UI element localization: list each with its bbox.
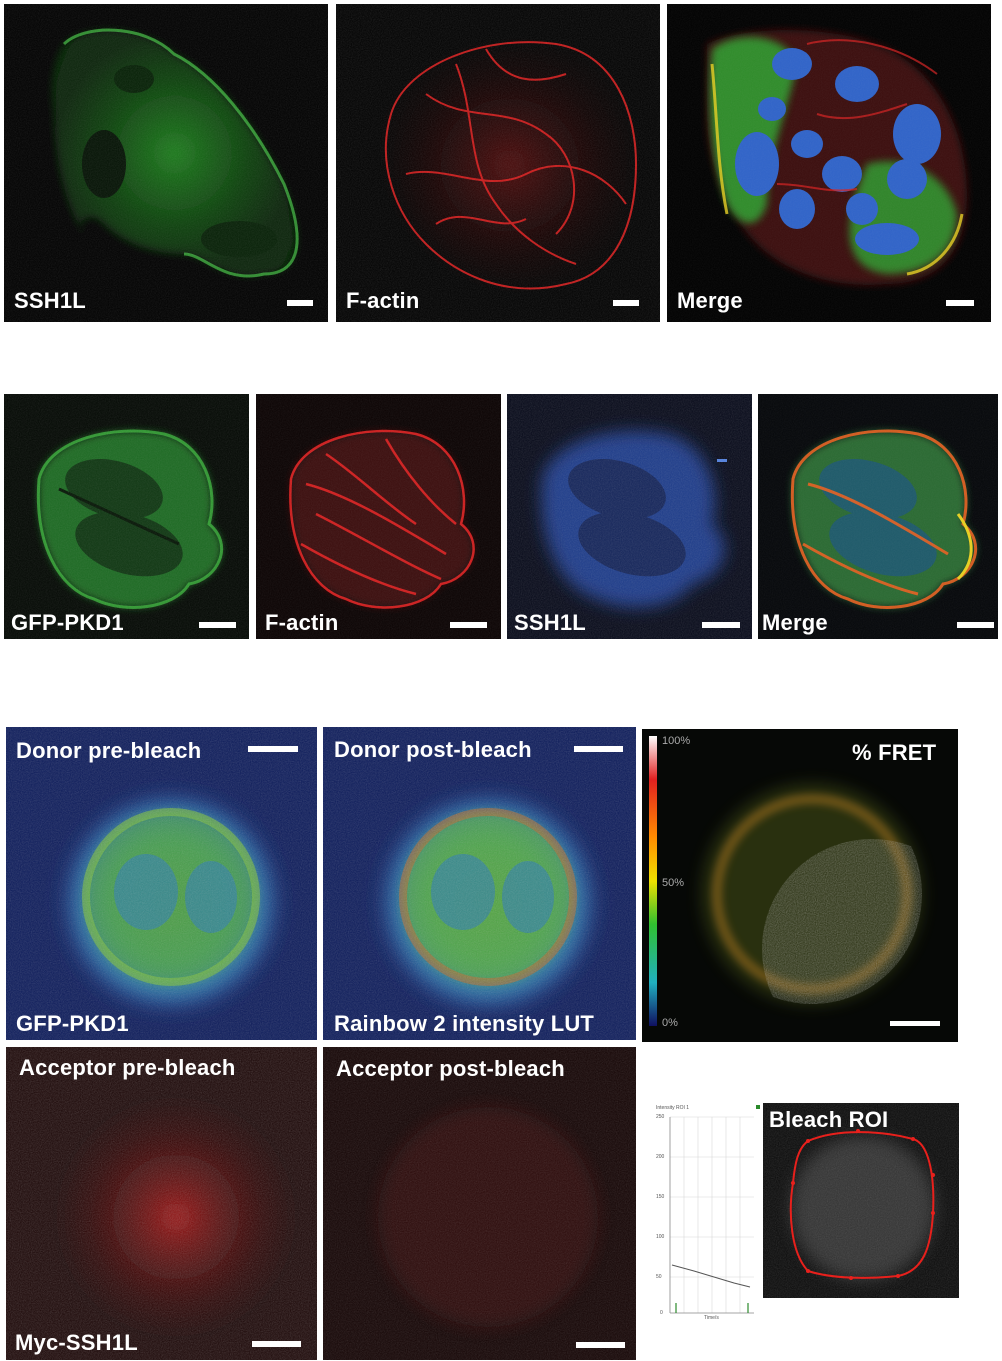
donor-post-bleach-panel: Donor post-bleach Rainbow 2 intensity LU… (323, 727, 636, 1040)
gfp-pkd1-panel: GFP-PKD1 (4, 394, 249, 639)
gfp-pkd1-cell-image (4, 394, 249, 639)
ssh1l-cell-image (4, 4, 328, 322)
scale-bar (890, 1021, 940, 1026)
y-tick-0: 0 (660, 1310, 663, 1316)
f-actin-label: F-actin (346, 288, 420, 313)
bleach-roi-image (763, 1103, 959, 1298)
intensity-graph: Intensity ROI 1 250 200 150 100 50 0 Tim… (654, 1105, 760, 1321)
merge-label-2: Merge (762, 610, 828, 635)
scale-bar (199, 622, 236, 628)
donor-post-bleach-title: Donor post-bleach (334, 737, 532, 762)
merge-cell-image-2 (758, 394, 998, 639)
donor-post-bleach-image (323, 727, 636, 1040)
y-tick-200: 200 (656, 1154, 665, 1160)
merge-panel: Merge (667, 4, 991, 322)
gfp-pkd1-caption: GFP-PKD1 (16, 1011, 129, 1036)
bleach-roi-title: Bleach ROI (769, 1107, 889, 1132)
y-tick-150: 150 (656, 1194, 665, 1200)
fret-map-panel: 100% 50% 0% % FRET (642, 729, 958, 1042)
scale-bar (287, 300, 313, 306)
y-tick-50: 50 (656, 1274, 662, 1280)
y-tick-250: 250 (656, 1114, 665, 1120)
f-actin-label-2: F-actin (265, 610, 339, 635)
donor-pre-bleach-image (6, 727, 317, 1040)
scale-bar (252, 1341, 301, 1347)
f-actin-cell-image (336, 4, 660, 322)
merge-panel-2: Merge (758, 394, 998, 639)
rainbow-lut-caption: Rainbow 2 intensity LUT (334, 1011, 595, 1036)
scale-bar (574, 746, 623, 752)
fret-title: % FRET (852, 740, 937, 765)
acceptor-post-bleach-title: Acceptor post-bleach (336, 1056, 565, 1081)
acceptor-post-bleach-image (323, 1047, 636, 1360)
donor-pre-bleach-panel: Donor pre-bleach GFP-PKD1 (6, 727, 317, 1040)
scale-bar (450, 622, 487, 628)
bleach-roi-panel: Bleach ROI (763, 1103, 959, 1298)
scale-bottom-label: 0% (662, 1017, 678, 1029)
graph-title: Intensity ROI 1 (656, 1105, 690, 1111)
f-actin-panel: F-actin (336, 4, 660, 322)
fret-map-image (642, 729, 958, 1042)
intensity-plot (669, 1105, 760, 1314)
myc-ssh1l-caption: Myc-SSH1L (15, 1330, 138, 1355)
merge-cell-image (667, 4, 991, 322)
acceptor-pre-bleach-panel: Acceptor pre-bleach Myc-SSH1L (6, 1047, 317, 1360)
ssh1l-cell-image-2 (507, 394, 752, 639)
ssh1l-panel-2: SSH1L (507, 394, 752, 639)
f-actin-cell-image-2 (256, 394, 501, 639)
y-tick-100: 100 (656, 1234, 665, 1240)
scale-bar (248, 746, 298, 752)
acceptor-pre-bleach-title: Acceptor pre-bleach (19, 1055, 236, 1080)
scale-bar (702, 622, 740, 628)
acceptor-post-bleach-panel: Acceptor post-bleach (323, 1047, 636, 1360)
scale-top-label: 100% (662, 735, 691, 747)
fret-color-scale (649, 736, 657, 1026)
ssh1l-panel: SSH1L (4, 4, 328, 322)
merge-label: Merge (677, 288, 743, 313)
scale-bar (576, 1342, 625, 1348)
gfp-pkd1-label: GFP-PKD1 (11, 610, 124, 635)
acceptor-pre-bleach-image (6, 1047, 317, 1360)
scale-bar (613, 300, 639, 306)
x-axis-label: Time/s (704, 1315, 719, 1321)
f-actin-panel-2: F-actin (256, 394, 501, 639)
ssh1l-label: SSH1L (14, 288, 86, 313)
scale-bar (957, 622, 994, 628)
donor-pre-bleach-title: Donor pre-bleach (16, 738, 202, 763)
ssh1l-label-2: SSH1L (514, 610, 586, 635)
scale-mid-label: 50% (662, 877, 685, 889)
scale-bar (946, 300, 974, 306)
